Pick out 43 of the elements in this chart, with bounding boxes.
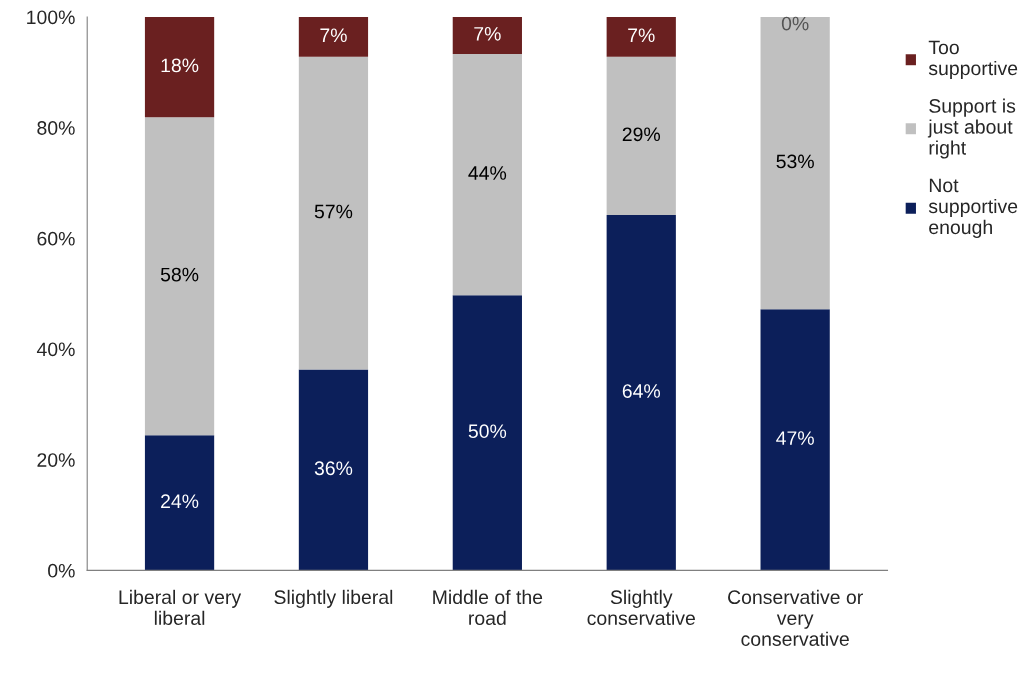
bar (144, 16, 215, 118)
bar (606, 16, 676, 57)
bar (144, 117, 215, 436)
data-label: 18% (161, 58, 199, 73)
y-tick-label: 100% (27, 10, 75, 25)
data-label: 0% (781, 16, 809, 31)
x-tick-label: Middle of the road (433, 589, 543, 626)
bar (606, 215, 676, 571)
bar (452, 54, 522, 296)
data-label: 58% (160, 267, 199, 282)
data-label: 57% (314, 204, 353, 219)
bar (452, 295, 522, 571)
data-label: 29% (622, 127, 661, 142)
bar (760, 309, 830, 571)
x-tick-label: Conservative or very conservative (728, 589, 863, 646)
y-tick-label: 60% (37, 231, 75, 246)
y-tick-label: 80% (37, 121, 75, 135)
data-label: 64% (622, 384, 661, 398)
data-label: 47% (776, 431, 814, 445)
bar (298, 56, 369, 370)
legend-label: Too supportive (928, 40, 1018, 80)
x-tick-label: Liberal or very liberal (119, 589, 242, 626)
y-tick-label: 40% (36, 342, 75, 357)
y-tick-label: 20% (37, 453, 75, 467)
legend-label: Support is just about right (927, 98, 1016, 159)
data-label: 44% (468, 166, 507, 180)
bar (298, 16, 369, 57)
data-label: 7% (474, 27, 501, 41)
data-label: 36% (314, 461, 353, 476)
legend-label: Not supportive enough (928, 178, 1018, 238)
bar (298, 369, 369, 571)
bar (144, 435, 215, 571)
y-tick-label: 0% (48, 563, 75, 578)
bar (606, 56, 676, 216)
data-label: 7% (320, 28, 347, 43)
data-label: 24% (161, 494, 199, 508)
x-tick-label: Slightly conservative (587, 589, 695, 626)
data-label: 50% (468, 424, 507, 439)
bar (452, 16, 522, 55)
x-tick-label: Slightly liberal (274, 589, 393, 608)
data-label: 7% (628, 28, 655, 43)
bar (760, 16, 830, 310)
data-label: 53% (776, 154, 814, 169)
